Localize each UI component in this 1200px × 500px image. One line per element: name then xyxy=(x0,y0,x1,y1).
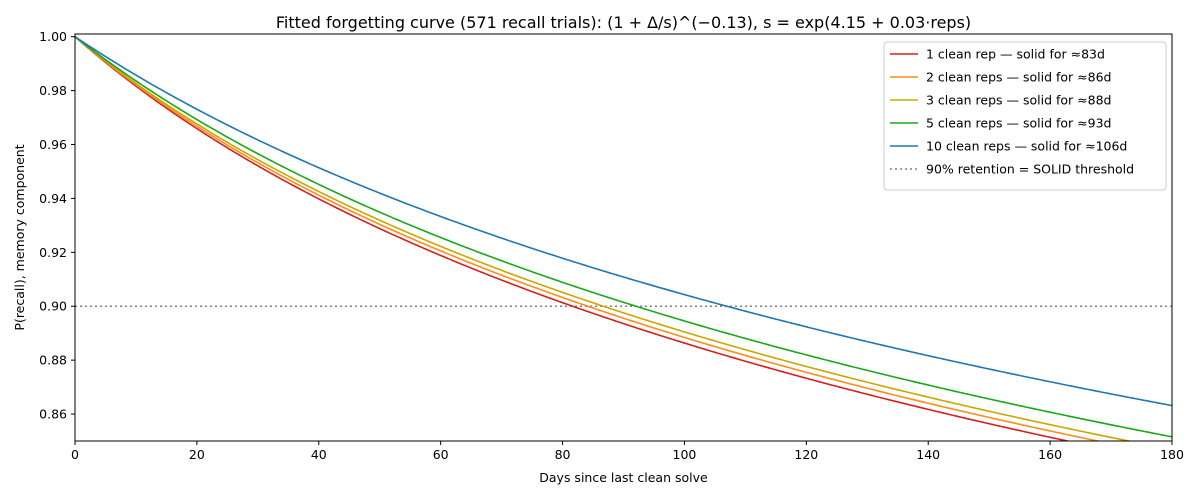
x-tick-label: 180 xyxy=(1160,447,1184,462)
series-line-10-reps xyxy=(75,36,1172,407)
x-tick-label: 160 xyxy=(1038,447,1062,462)
y-tick-label: 0.98 xyxy=(39,83,67,98)
y-tick-label: 0.88 xyxy=(39,353,67,368)
x-tick-label: 100 xyxy=(673,447,697,462)
legend-label: 90% retention = SOLID threshold xyxy=(926,162,1134,177)
y-tick-label: 0.96 xyxy=(39,137,67,152)
plot-frame xyxy=(74,33,1173,442)
axes: 0 20 40 60 80 100 120 140 160 180 0.86 0.88 0.90 0.92… xyxy=(39,29,1184,462)
series-line-2-reps xyxy=(75,36,1102,441)
series-line-1-reps xyxy=(75,36,1072,441)
legend-label: 5 clean reps — solid for ≈93d xyxy=(926,116,1111,131)
x-tick-label: 140 xyxy=(916,447,940,462)
y-tick-label: 0.94 xyxy=(39,191,67,206)
legend-label: 3 clean reps — solid for ≈88d xyxy=(926,93,1111,108)
series-line-3-reps xyxy=(75,36,1133,441)
x-tick-label: 20 xyxy=(189,447,205,462)
y-tick-label: 0.92 xyxy=(39,245,67,260)
legend-label: 10 clean reps — solid for ≈106d xyxy=(926,139,1127,154)
legend: 1 clean rep — solid for ≈83d 2 clean reps… xyxy=(883,41,1167,191)
x-tick-label: 80 xyxy=(555,447,571,462)
y-tick-label: 1.00 xyxy=(39,29,67,44)
chart-title: Fitted forgetting curve (571 recall tria… xyxy=(276,13,971,32)
x-axis-label: Days since last clean solve xyxy=(539,470,708,485)
y-tick-label: 0.90 xyxy=(39,299,67,314)
legend-label: 1 clean rep — solid for ≈83d xyxy=(926,47,1105,62)
x-tick-label: 0 xyxy=(71,447,79,462)
plot-area xyxy=(75,36,1172,441)
x-tick-label: 60 xyxy=(433,447,449,462)
series-line-5-reps xyxy=(75,36,1172,438)
y-axis-label: P(recall), memory component xyxy=(12,144,27,330)
y-tick-label: 0.86 xyxy=(39,407,67,422)
legend-label: 2 clean reps — solid for ≈86d xyxy=(926,70,1111,85)
legend-box xyxy=(883,41,1167,191)
x-tick-label: 40 xyxy=(311,447,327,462)
x-tick-label: 120 xyxy=(794,447,818,462)
